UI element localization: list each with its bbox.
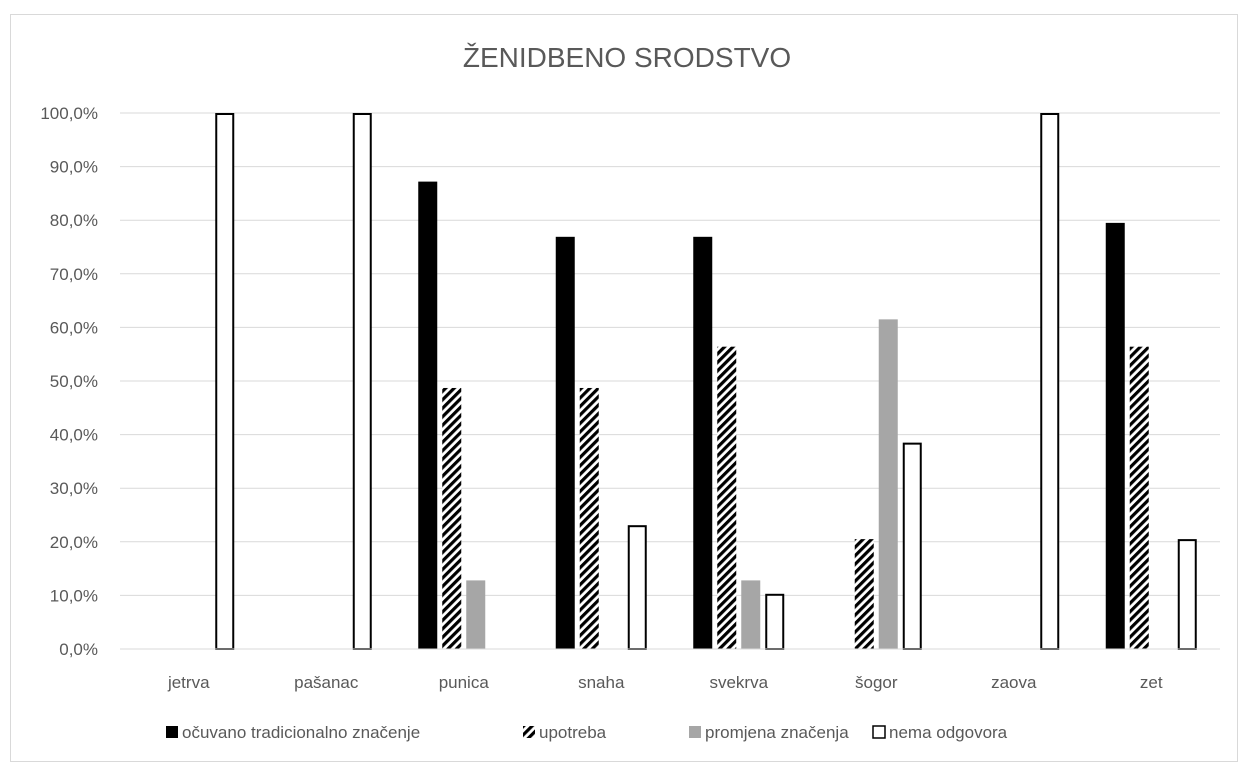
legend: očuvano tradicionalno značenje upotreba pr… [166,723,1008,742]
y-tick-label: 70,0% [50,265,98,284]
legend-swatch [166,726,178,738]
bar [1105,222,1125,649]
bar [215,113,235,650]
bar [1129,346,1149,649]
bar [555,236,575,650]
y-tick-label: 60,0% [50,318,98,337]
y-tick-label: 20,0% [50,533,98,552]
x-axis: jetrva pašanac punica snaha svekrva šogor zaov… [120,648,1220,692]
x-tick-label: zaova [991,673,1037,692]
legend-swatch [689,726,701,738]
y-tick-label: 10,0% [50,586,98,605]
bar [466,580,486,649]
legend-swatch [523,726,535,738]
x-tick-label: zet [1140,673,1163,692]
y-tick-label: 50,0% [50,372,98,391]
y-tick-label: 30,0% [50,479,98,498]
y-tick-label: 90,0% [50,158,98,177]
y-tick-label: 0,0% [59,640,98,659]
bar [902,442,922,651]
x-tick-label: snaha [578,673,625,692]
x-tick-label: šogor [855,673,898,692]
bar [1177,539,1197,650]
bar [741,580,761,649]
y-tick-label: 40,0% [50,426,98,445]
legend-label: upotreba [539,723,607,742]
y-axis: 0,0% 10,0% 20,0% 30,0% 40,0% 50,0% 60,0% 70,0% 8… [40,104,98,659]
legend-label: očuvano tradicionalno značenje [182,723,420,742]
bar [717,346,737,649]
chart-frame [10,14,1238,762]
y-tick-label: 80,0% [50,211,98,230]
y-tick-label: 100,0% [40,104,98,123]
bar [627,525,647,651]
x-tick-label: jetrva [167,673,210,692]
bar [1040,113,1060,650]
bar [765,593,785,650]
bar [442,387,462,649]
legend-label: nema odgovora [889,723,1008,742]
bar [352,113,372,650]
bar [878,319,898,649]
bar [693,236,713,650]
x-tick-label: pašanac [294,673,359,692]
legend-label: promjena značenja [705,723,849,742]
x-tick-label: svekrva [709,673,768,692]
bars [215,113,1197,651]
bar [854,539,874,649]
x-tick-label: punica [439,673,490,692]
bar [418,181,438,649]
chart-title: ŽENIDBENO SRODSTVO [463,42,791,73]
legend-swatch [872,725,886,739]
bar [579,387,599,649]
